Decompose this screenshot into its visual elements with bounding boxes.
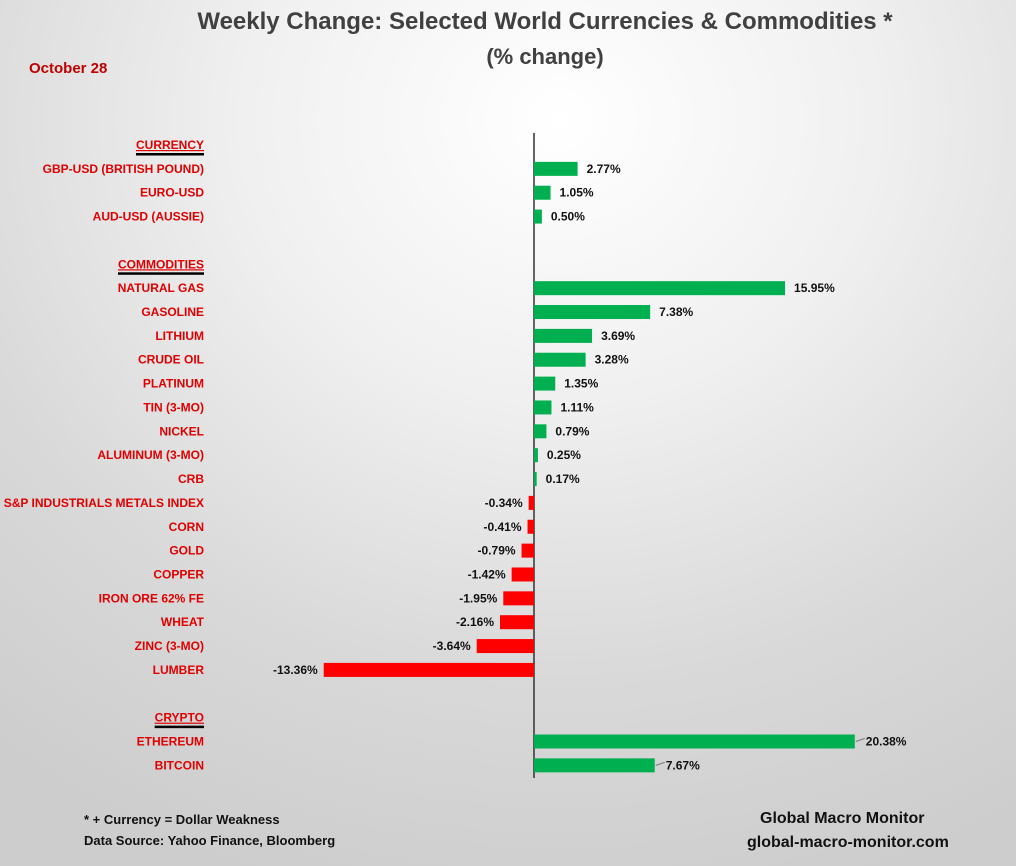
data-label: 1.05% (560, 186, 594, 200)
data-label: -2.16% (456, 615, 494, 629)
category-label: LITHIUM (155, 329, 204, 343)
category-label: CORN (169, 520, 204, 534)
data-label: 0.50% (551, 210, 585, 224)
category-label: ETHEREUM (137, 735, 204, 749)
bar (534, 758, 655, 773)
data-label: 0.79% (555, 424, 589, 438)
category-label: BITCOIN (155, 758, 204, 772)
bar (534, 305, 651, 320)
data-label: -0.41% (484, 520, 522, 534)
bar (528, 495, 534, 510)
bar (534, 352, 586, 367)
data-label: 1.11% (560, 400, 594, 414)
data-label: 3.69% (601, 329, 635, 343)
bar (534, 185, 551, 200)
category-label: CRUDE OIL (138, 353, 204, 367)
category-label: GOLD (169, 544, 204, 558)
data-label: -13.36% (273, 663, 318, 677)
section-underline (154, 725, 204, 729)
category-label: EURO-USD (140, 186, 204, 200)
category-label: PLATINUM (143, 377, 204, 391)
brand-name: Global Macro Monitor (760, 810, 925, 827)
bar (534, 734, 855, 749)
data-label: -1.95% (459, 591, 497, 605)
section-header: COMMODITIES (118, 257, 204, 271)
data-label: -3.64% (433, 639, 471, 653)
category-label: AUD-USD (AUSSIE) (93, 210, 204, 224)
bar (534, 376, 556, 391)
data-label: 1.35% (564, 377, 598, 391)
chart-subtitle: (% change) (486, 44, 604, 69)
category-label: NICKEL (159, 424, 204, 438)
bar (476, 639, 534, 654)
section-header: CRYPTO (155, 711, 204, 725)
category-label: COPPER (153, 567, 204, 581)
footnote: * + Currency = Dollar Weakness (84, 812, 280, 827)
bar (534, 472, 537, 487)
section-header: CURRENCY (136, 138, 204, 152)
bar (500, 615, 534, 630)
data-label: 7.38% (659, 305, 693, 319)
bar (534, 328, 593, 343)
bar (527, 519, 534, 534)
category-label: ALUMINUM (3-MO) (97, 448, 204, 462)
bar (534, 400, 552, 415)
data-label: 15.95% (794, 281, 835, 295)
bar (534, 209, 542, 224)
section-underline (118, 272, 204, 275)
data-label: 3.28% (595, 353, 629, 367)
category-label: ZINC (3-MO) (135, 639, 204, 653)
bar (323, 662, 534, 677)
data-source: Data Source: Yahoo Finance, Bloomberg (84, 833, 336, 848)
data-label: 20.38% (866, 735, 907, 749)
bar (534, 161, 578, 176)
date-label: October 28 (29, 60, 108, 77)
data-label: 2.77% (587, 162, 621, 176)
category-label: GASOLINE (141, 305, 204, 319)
category-label: IRON ORE 62% FE (99, 591, 204, 605)
leader-line (855, 738, 865, 742)
website: global-macro-monitor.com (747, 834, 949, 851)
bar (503, 591, 534, 606)
category-label: LUMBER (153, 663, 205, 677)
bar (521, 543, 534, 558)
category-label: TIN (3-MO) (143, 400, 204, 414)
data-label: 0.25% (547, 448, 581, 462)
bar (534, 448, 538, 463)
data-label: 7.67% (666, 758, 700, 772)
category-label: NATURAL GAS (118, 281, 204, 295)
data-label: -0.79% (478, 544, 516, 558)
data-label: -0.34% (485, 496, 523, 510)
data-label: 0.17% (546, 472, 580, 486)
bar (511, 567, 534, 582)
section-underline (135, 153, 204, 156)
bar (534, 281, 786, 296)
category-label: S&P INDUSTRIALS METALS INDEX (4, 496, 204, 510)
bar (534, 424, 547, 439)
data-label: -1.42% (468, 567, 506, 581)
category-label: CRB (178, 472, 204, 486)
chart-title: Weekly Change: Selected World Currencies… (197, 8, 893, 35)
leader-line (655, 761, 665, 766)
category-label: GBP-USD (BRITISH POUND) (43, 162, 204, 176)
category-label: WHEAT (161, 615, 205, 629)
